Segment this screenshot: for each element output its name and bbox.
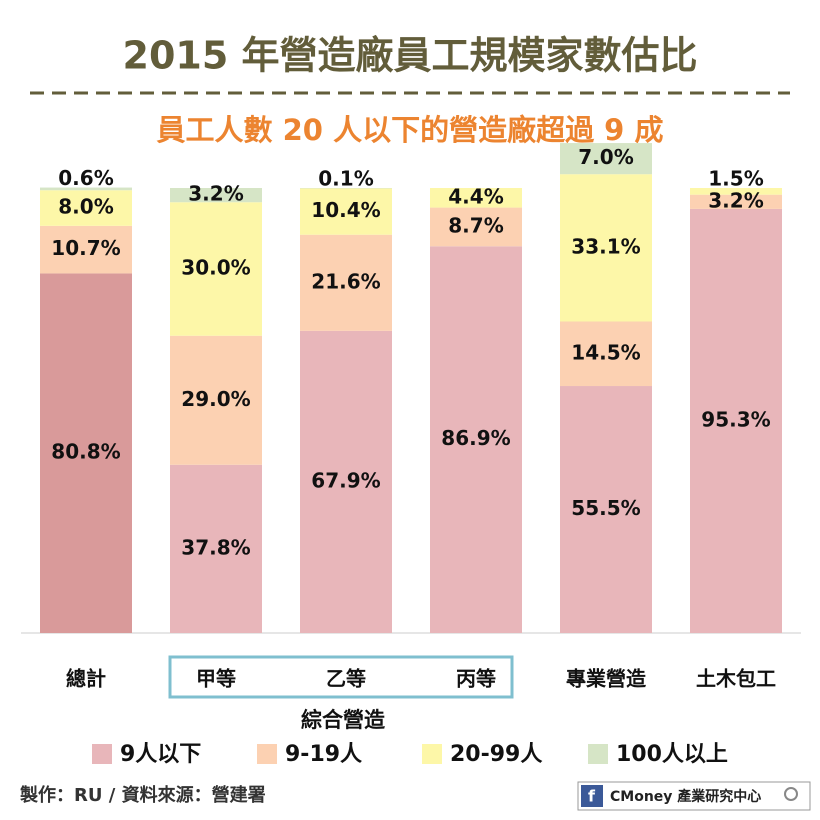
legend-swatch [257,744,277,764]
data-label: 8.0% [58,195,113,219]
data-label: 4.4% [448,184,503,208]
data-label: 1.5% [708,167,763,191]
legend-swatch [588,744,608,764]
bar-segment [560,321,652,387]
x-tick-label: 專業營造 [566,667,647,691]
bar-segment [560,174,652,322]
search-icon [784,787,798,801]
bar-segment [300,188,392,235]
bar-segment [560,143,652,175]
bar-segment [40,225,132,274]
data-label: 7.0% [578,145,633,169]
data-label: 3.2% [708,188,763,212]
data-label: 55.5% [571,496,640,520]
legend-label: 9人以下 [120,742,201,767]
bar-segment [40,190,132,226]
group-box [168,655,514,699]
x-tick-label: 乙等 [326,667,366,691]
data-label: 10.7% [51,236,120,260]
bar-segment [170,188,262,203]
legend-label: 9-19人 [285,742,362,767]
group-label: 綜合營造 [301,708,386,732]
logo-text: CMoney 產業研究中心 [610,788,761,805]
bar-segment [170,335,262,465]
bar-segment [430,188,522,208]
data-label: 67.9% [311,468,380,492]
data-label: 21.6% [311,269,380,293]
bar-segment [690,188,782,195]
bar-segment [690,208,782,634]
bar-segment [430,207,522,247]
bar-segment [300,234,392,331]
bar-segment [560,386,652,633]
legend-label: 20-99人 [450,742,542,767]
data-label: 8.7% [448,213,503,237]
bar-segment [40,273,132,633]
logo-f: f [588,787,596,806]
bar-segment [170,464,262,633]
data-label: 0.1% [318,167,373,191]
x-tick-label: 丙等 [456,667,496,691]
data-label: 10.4% [311,198,380,222]
logo-icon [581,785,603,807]
x-tick-label: 總計 [66,667,106,691]
bar-segment [170,202,262,336]
bar-segment [40,187,132,191]
footer: 製作：RU / 資料來源：營建署 [19,784,266,806]
data-label: 3.2% [188,182,243,206]
data-label: 37.8% [181,535,250,559]
data-label: 0.6% [58,166,113,190]
x-tick-label: 土木包工 [696,667,776,691]
legend-swatch [422,744,442,764]
legend-label: 100人以上 [616,742,728,767]
data-label: 29.0% [181,387,250,411]
bar-segment [430,246,522,634]
logo-box [577,781,811,811]
bar-segment [690,194,782,209]
bar-segment [300,330,392,633]
data-label: 14.5% [571,340,640,364]
data-label: 33.1% [571,234,640,258]
data-label: 80.8% [51,440,120,464]
x-tick-label: 甲等 [196,667,236,691]
chart-title: 2015 年營造廠員工規模家數估比 [123,34,698,78]
data-label: 86.9% [441,426,510,450]
data-label: 30.0% [181,255,250,279]
data-label: 95.3% [701,407,770,431]
chart-subtitle: 員工人數 20 人以下的營造廠超過 9 成 [157,113,664,147]
legend-swatch [92,744,112,764]
